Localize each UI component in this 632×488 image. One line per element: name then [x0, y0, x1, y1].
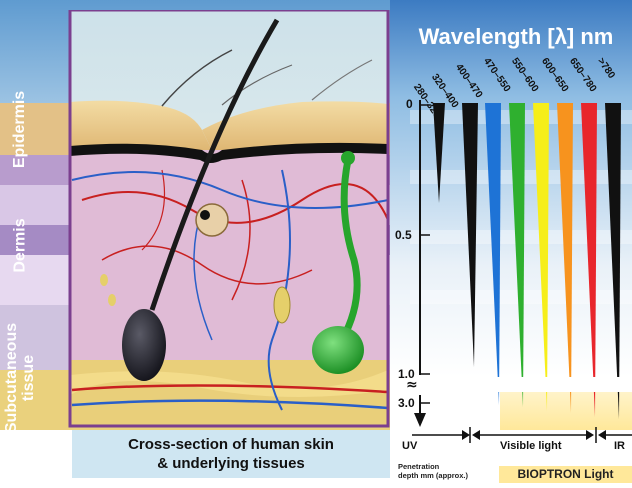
band-ir: IR — [614, 440, 625, 452]
arrow-left-icon — [472, 430, 480, 440]
penetration-depth-label: Penetration depth mm (approx.) — [398, 462, 469, 480]
wedge-320-400 — [462, 103, 478, 367]
skin-cross-section-svg — [68, 8, 390, 428]
arrow-right-icon — [586, 430, 594, 440]
panel-title: Wavelength [λ] nm — [418, 24, 614, 49]
wedge-470-550 — [509, 103, 525, 407]
wedge-650-780 — [581, 103, 597, 417]
band-uv: UV — [402, 440, 418, 452]
bioptron-light-label: BIOPTRON Light — [499, 466, 632, 483]
wedge-gt-780 — [605, 103, 621, 419]
depth-arrow-icon — [414, 413, 426, 427]
wedge-400-470 — [485, 103, 501, 405]
depth-label-0: 0 — [406, 97, 413, 111]
wedge-600-650 — [557, 103, 573, 413]
axis-break-icon: ≈ — [406, 377, 418, 393]
skin-illustration — [42, 8, 390, 430]
penetration-wedges: ≈ — [406, 100, 632, 427]
axis-break-gap — [430, 377, 632, 392]
depth-label-3-0: 3.0 — [398, 396, 415, 410]
band-visible: Visible light — [500, 440, 562, 452]
label-dermis: Dermis — [11, 217, 29, 273]
spectrum-bands — [412, 427, 632, 443]
label-subcutaneous: Subcutaneous tissue — [3, 322, 38, 433]
wedge-550-600 — [533, 103, 549, 411]
arrow-left-icon — [598, 430, 606, 440]
label-epidermis: Epidermis — [11, 90, 29, 168]
depth-label-0-5: 0.5 — [395, 228, 412, 242]
illustration-caption: Cross-section of human skin & underlying… — [72, 430, 390, 478]
depth-label-1-0: 1.0 — [398, 367, 415, 381]
arrow-right-icon — [462, 430, 470, 440]
wedge-280-320 — [433, 103, 445, 203]
